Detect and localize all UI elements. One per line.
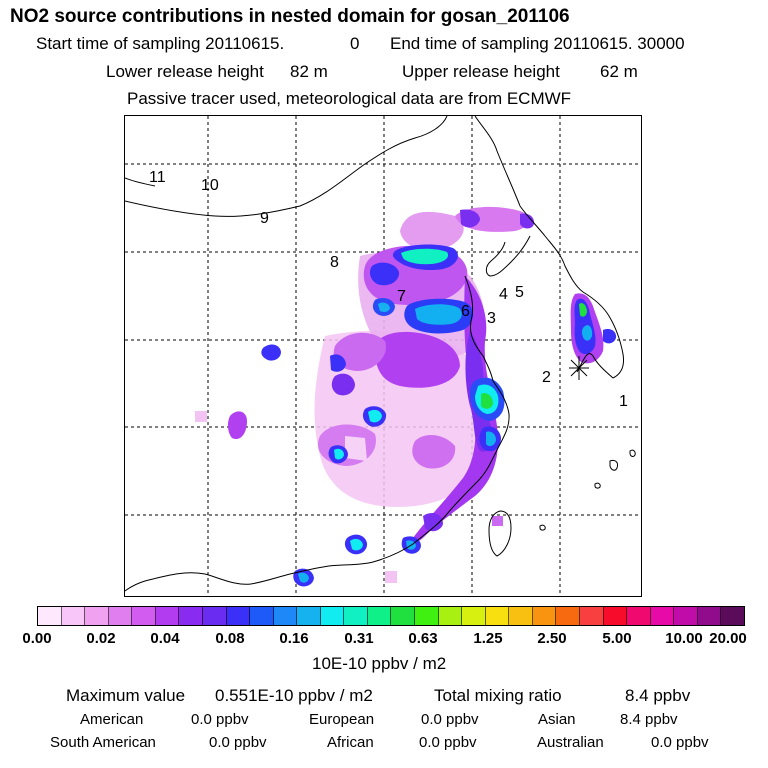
colorbar-swatch [509,607,533,625]
upper-release-value: 62 m [600,62,638,81]
map-canvas [125,116,641,596]
colorbar-swatch [438,607,463,625]
colorbar-swatch [344,607,368,625]
region-label-10: 10 [201,177,219,194]
colorbar-swatch [603,607,628,625]
upper-release-label: Upper release height [402,62,560,81]
region-name: American [80,711,144,728]
tracer-note: Passive tracer used, meteorological data… [127,89,572,108]
region-name: Australian [537,734,604,751]
concentration-field [195,206,617,587]
region-label-7: 7 [397,288,406,305]
colorbar-swatch [627,607,651,625]
region-name: African [327,734,374,751]
region-value: 8.4 ppbv [620,711,678,728]
region-label-11: 11 [149,169,166,186]
region-label-8: 8 [330,254,339,271]
colorbar [37,606,745,626]
max-value-label: Maximum value [66,686,186,705]
colorbar-tick: 5.00 [602,630,632,647]
region-name: Asian [538,711,576,728]
colorbar-swatch [415,607,439,625]
colorbar-swatch [721,607,744,625]
colorbar-swatch [85,607,109,625]
lower-release-label: Lower release height [106,62,264,81]
colorbar-swatch [556,607,580,625]
colorbar-swatch [650,607,675,625]
colorbar-tick: 0.16 [279,630,309,647]
region-label-1: 1 [619,393,628,410]
colorbar-swatch [38,607,62,625]
colorbar-swatch [367,607,392,625]
region-value: 0.0 ppbv [421,711,479,728]
colorbar-swatch [179,607,203,625]
colorbar-swatch [155,607,180,625]
colorbar-tick: 0.31 [344,630,374,647]
colorbar-tick: 0.02 [86,630,116,647]
colorbar-tick: 10.00 [665,630,703,647]
colorbar-swatch [226,607,251,625]
region-label-4: 4 [499,286,508,303]
colorbar-tick: 1.25 [473,630,503,647]
total-mixing-value: 8.4 ppbv [625,686,691,705]
colorbar-tick: 0.63 [408,630,438,647]
colorbar-swatch [108,607,133,625]
colorbar-swatch [485,607,510,625]
colorbar-swatch [297,607,321,625]
colorbar-units: 10E-10 ppbv / m2 [312,654,447,673]
region-name: European [309,711,375,728]
region-label-3: 3 [487,310,496,327]
colorbar-swatch [202,607,227,625]
end-time-label: End time of sampling 20110615. 30000 [390,34,685,53]
start-time-label: Start time of sampling 20110615. [36,34,285,53]
colorbar-swatch [697,607,722,625]
max-value: 0.551E-10 ppbv / m2 [215,686,373,705]
total-mixing-label: Total mixing ratio [434,686,562,705]
colorbar-tick: 0.00 [22,630,52,647]
region-value: 0.0 ppbv [651,734,709,751]
colorbar-swatch [532,607,557,625]
colorbar-tick: 0.04 [150,630,180,647]
lower-release-value: 82 m [290,62,328,81]
region-label-5: 5 [515,284,524,301]
colorbar-tick: 2.50 [537,630,567,647]
colorbar-swatch [674,607,698,625]
region-label-6: 6 [461,303,470,320]
colorbar-swatch [61,607,86,625]
map-panel: 1 2 3 4 5 6 7 8 9 10 11 [124,115,642,597]
region-value: 0.0 ppbv [419,734,477,751]
colorbar-tick: 20.00 [709,630,747,647]
region-label-9: 9 [260,210,269,227]
colorbar-swatch [132,607,156,625]
receptor-marker [569,356,589,380]
coastlines [125,116,636,592]
colorbar-swatch [250,607,274,625]
colorbar-swatch [391,607,415,625]
start-time-value: 0 [350,34,360,53]
plot-title: NO2 source contributions in nested domai… [10,6,570,27]
colorbar-swatch [462,607,486,625]
region-value: 0.0 ppbv [191,711,249,728]
region-name: South American [50,734,156,751]
region-value: 0.0 ppbv [209,734,267,751]
colorbar-swatch [273,607,298,625]
colorbar-tick: 0.08 [215,630,245,647]
colorbar-swatch [320,607,345,625]
colorbar-swatch [579,607,604,625]
region-label-2: 2 [542,369,551,386]
